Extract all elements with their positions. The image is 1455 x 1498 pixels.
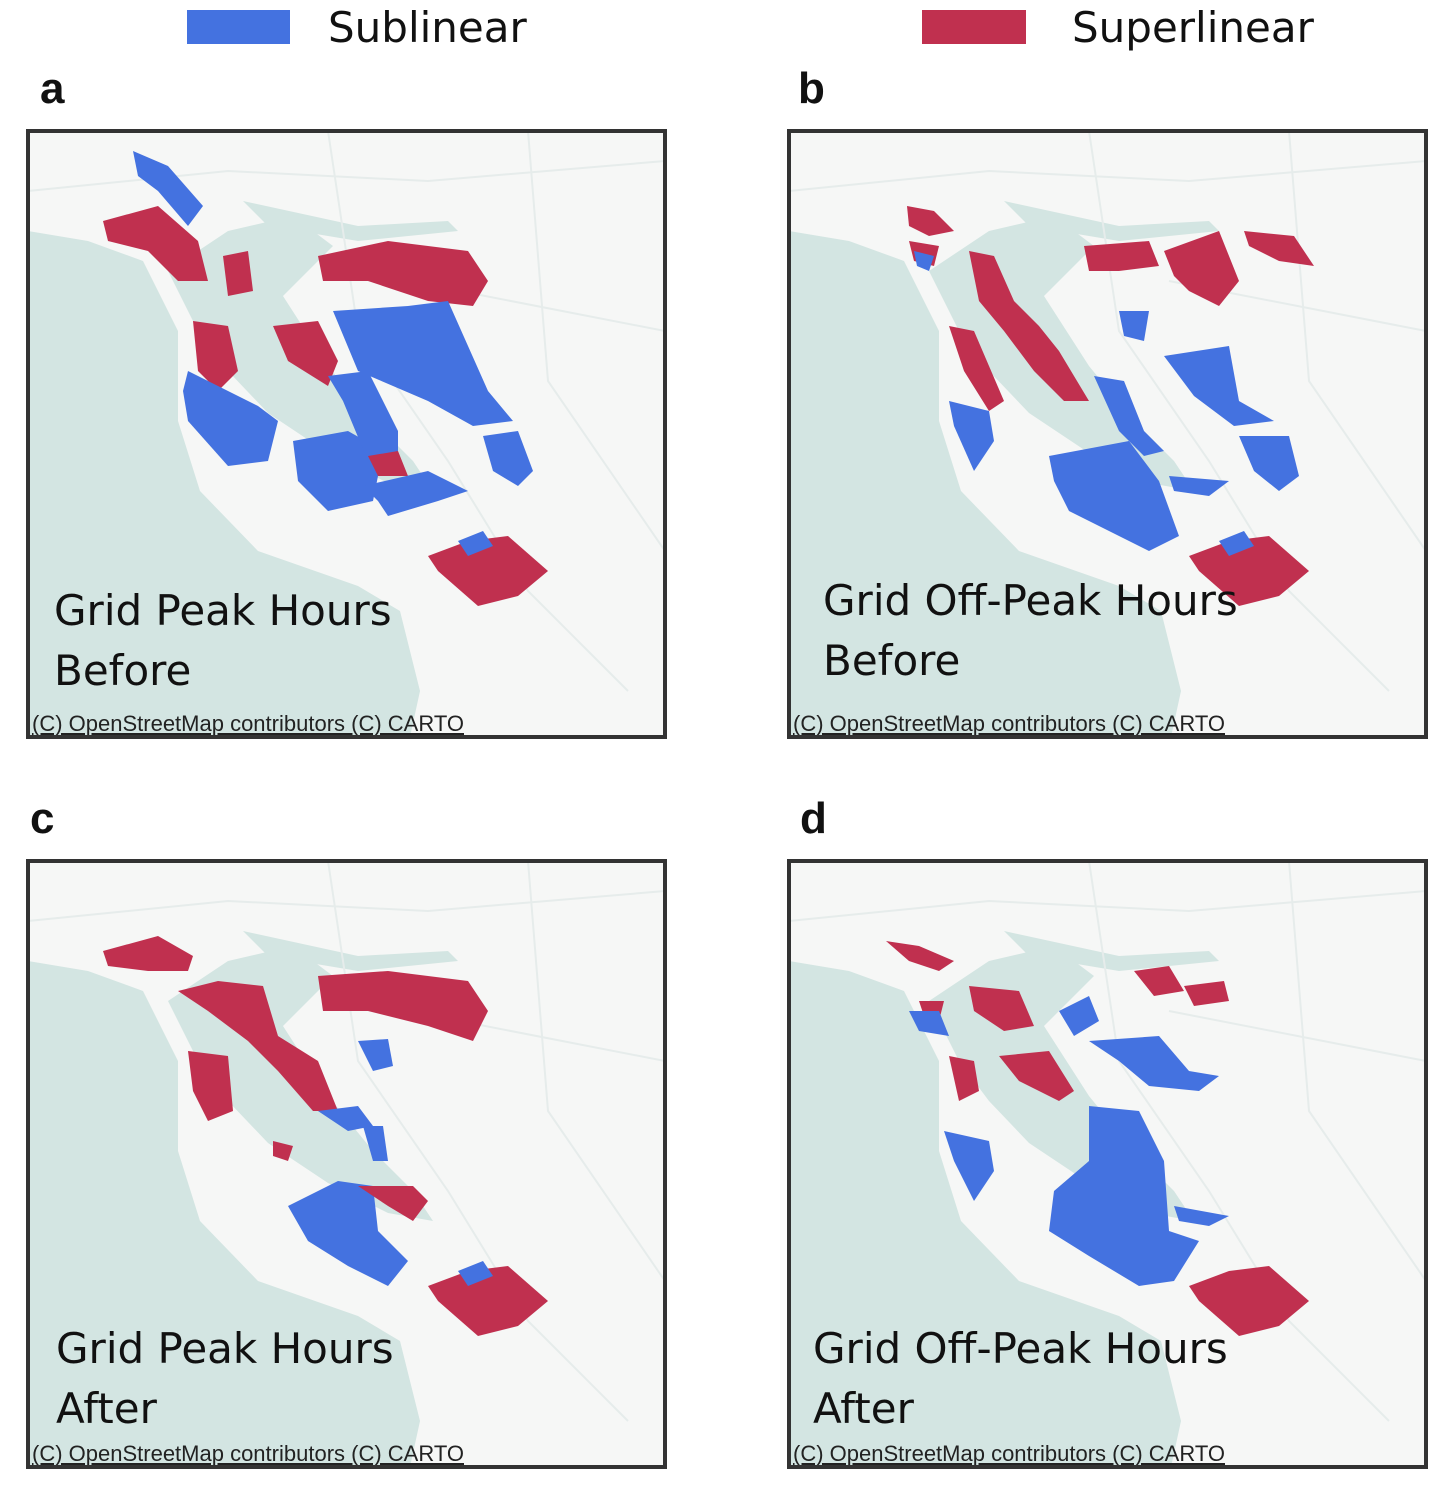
sublinear-region — [1169, 476, 1229, 496]
sublinear-region — [183, 371, 278, 466]
superlinear-region — [907, 206, 954, 236]
panel-letter: c — [30, 794, 54, 843]
superlinear-region — [969, 986, 1034, 1031]
superlinear-region — [969, 251, 1089, 401]
regions — [907, 206, 1314, 606]
superlinear-region — [103, 936, 193, 971]
sublinear-region — [1219, 531, 1254, 556]
sublinear-region — [914, 251, 934, 271]
sublinear-region — [909, 1011, 949, 1036]
panel-letter: a — [40, 64, 65, 113]
superlinear-region — [1244, 231, 1314, 266]
panel-letter: b — [798, 64, 825, 113]
attribution: (C) OpenStreetMap contributors (C) CARTO — [32, 711, 464, 736]
sublinear-region — [1164, 346, 1274, 426]
regions — [886, 941, 1309, 1336]
superlinear-region — [949, 326, 1004, 411]
sublinear-region — [458, 1261, 493, 1286]
sublinear-region — [133, 151, 203, 226]
panel-title: After — [813, 1384, 915, 1433]
superlinear-region — [318, 971, 488, 1041]
sublinear-region — [1089, 1036, 1219, 1091]
panel-letter: d — [800, 794, 827, 843]
sublinear-region — [1239, 436, 1299, 491]
superlinear-region — [1164, 231, 1239, 306]
superlinear-region — [1084, 241, 1159, 271]
panel-title: Grid Off-Peak Hours — [823, 576, 1238, 625]
superlinear-region — [886, 941, 954, 971]
superlinear-region — [103, 206, 208, 281]
sublinear-region — [944, 1131, 994, 1201]
sublinear-region — [1059, 996, 1099, 1036]
superlinear-region — [1184, 981, 1229, 1006]
superlinear-region — [999, 1051, 1074, 1101]
superlinear-region — [358, 1186, 428, 1221]
sublinear-region — [288, 1181, 408, 1286]
sublinear-region — [328, 371, 398, 466]
sublinear-region — [949, 401, 994, 471]
sublinear-region — [318, 1106, 373, 1131]
regions — [103, 151, 548, 606]
panel-title: Grid Off-Peak Hours — [813, 1324, 1228, 1373]
legend-swatch — [922, 10, 1026, 44]
attribution: (C) OpenStreetMap contributors (C) CARTO — [32, 1441, 464, 1466]
superlinear-region — [1134, 966, 1184, 996]
map-panel: Grid Peak Hours After (C) OpenStreetMap … — [26, 859, 667, 1469]
panel-title: Before — [54, 646, 191, 695]
map-panel: Grid Peak Hours Before (C) OpenStreetMap… — [26, 129, 667, 739]
superlinear-region — [318, 241, 488, 306]
attribution: (C) OpenStreetMap contributors (C) CARTO — [793, 711, 1225, 736]
panel-title: Grid Peak Hours — [54, 586, 392, 635]
superlinear-region — [428, 536, 548, 606]
legend-label: Superlinear — [1072, 3, 1315, 52]
regions — [103, 936, 548, 1336]
legend: Sublinear Superlinear — [187, 3, 1315, 52]
legend-swatch — [187, 10, 290, 44]
panel-title: Before — [823, 636, 960, 685]
superlinear-region — [188, 1051, 233, 1121]
superlinear-region — [1189, 1266, 1309, 1336]
sublinear-region — [458, 531, 493, 556]
legend-label: Sublinear — [328, 3, 527, 52]
sublinear-region — [483, 431, 533, 486]
sublinear-region — [1174, 1206, 1229, 1226]
sublinear-region — [358, 1039, 393, 1071]
superlinear-region — [273, 321, 338, 386]
sublinear-region — [1094, 376, 1164, 456]
map-panel: Grid Off-Peak Hours After (C) OpenStreet… — [787, 859, 1428, 1469]
sublinear-region — [363, 1126, 388, 1161]
attribution: (C) OpenStreetMap contributors (C) CARTO — [793, 1441, 1225, 1466]
superlinear-region — [428, 1266, 548, 1336]
sublinear-region — [363, 471, 468, 516]
superlinear-region — [193, 321, 238, 391]
superlinear-region — [368, 451, 408, 476]
panel-title: Grid Peak Hours — [56, 1324, 394, 1373]
map-panel: Grid Off-Peak Hours Before (C) OpenStree… — [787, 129, 1428, 739]
sublinear-region — [333, 301, 513, 426]
sublinear-region — [1049, 441, 1179, 551]
superlinear-region — [223, 251, 253, 296]
superlinear-region — [273, 1141, 293, 1161]
sublinear-region — [293, 431, 383, 511]
superlinear-region — [178, 981, 338, 1111]
sublinear-region — [1119, 311, 1149, 341]
panel-title: After — [56, 1384, 158, 1433]
superlinear-region — [1189, 536, 1309, 606]
sublinear-region — [1049, 1106, 1199, 1286]
superlinear-region — [949, 1056, 979, 1101]
